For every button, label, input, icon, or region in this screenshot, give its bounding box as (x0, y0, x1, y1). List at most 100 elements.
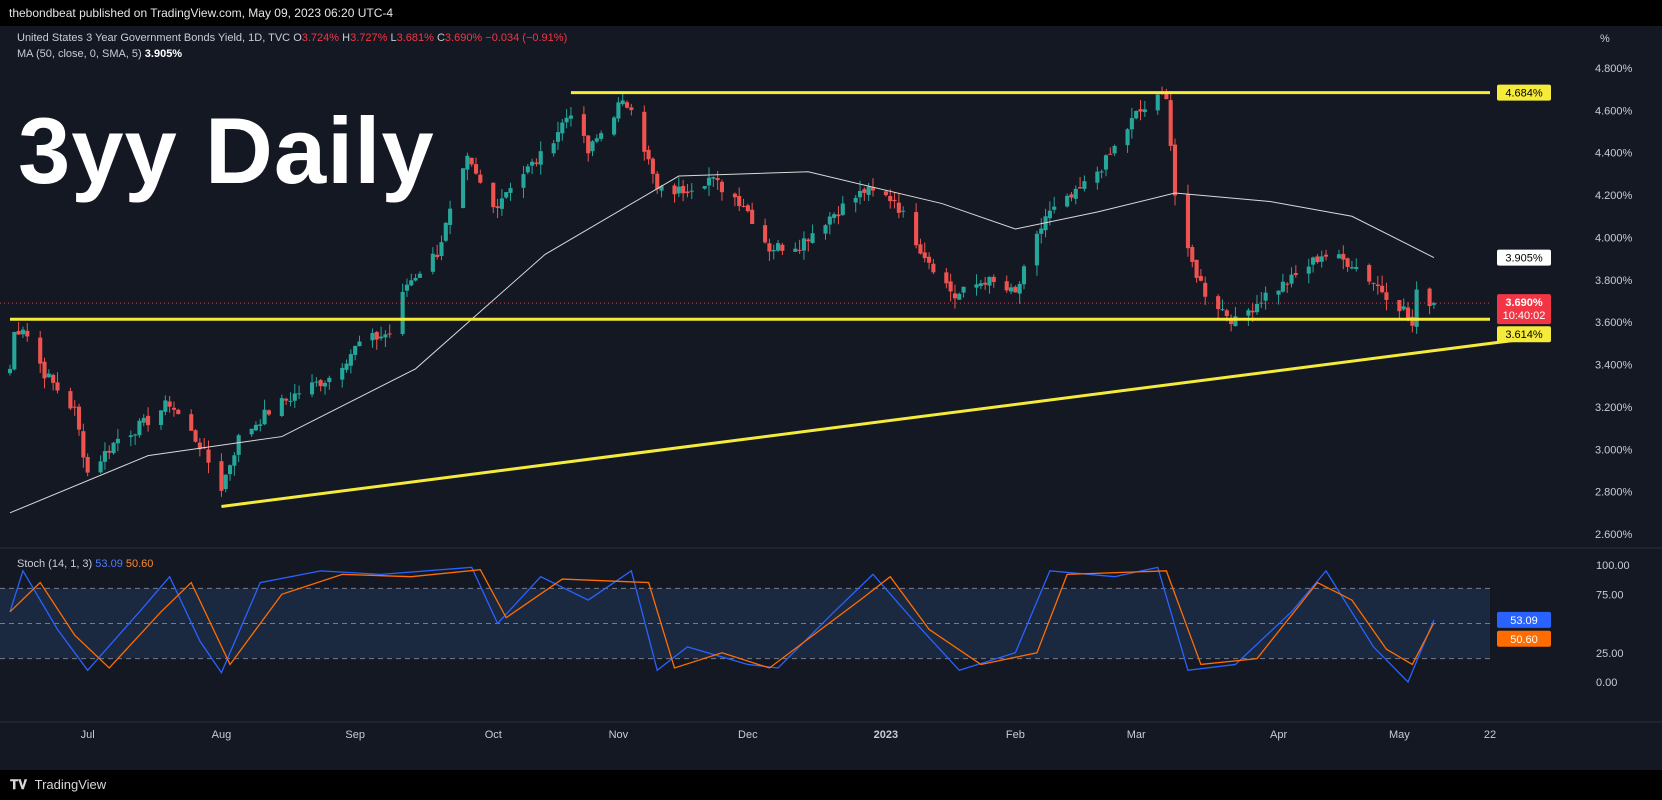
candle-body (219, 461, 224, 491)
price-chart-svg[interactable]: % 4.800% 4.600% 4.400% 4.200% 4.000% 3.800% 3.6… (0, 26, 1662, 770)
candle-body (374, 331, 379, 340)
candle-body (491, 182, 496, 208)
candle-body (534, 162, 539, 164)
candle-body (163, 400, 168, 412)
candle-body (892, 199, 897, 202)
ma-badge: 3.905% (1505, 253, 1543, 265)
price-axis-tick: 2.800% (1595, 487, 1633, 499)
candle-body (348, 354, 353, 366)
candle-body (857, 190, 863, 198)
candle-body (387, 333, 392, 335)
candle-body (642, 111, 647, 152)
ma-legend-value: 3.905% (144, 48, 183, 60)
candle-body (404, 284, 410, 291)
candle-body (1138, 109, 1143, 112)
price-axis-tick: 3.600% (1595, 317, 1633, 329)
stoch-d-badge-bg (1497, 630, 1551, 647)
candle-body (266, 410, 271, 415)
candle-body (232, 455, 237, 466)
stoch-k-badge: 53.09 (1510, 615, 1538, 627)
candle-body (206, 449, 211, 463)
candle-body (1099, 171, 1104, 173)
symbol-title: United States 3 Year Government Bonds Yi… (17, 32, 291, 44)
price-axis-tick: 4.400% (1595, 148, 1633, 160)
ma-label: MA (50, close, 0, SMA, 5) (17, 48, 142, 60)
time-axis-label: Sep (345, 729, 365, 741)
price-axis-tick: 2.600% (1595, 529, 1633, 541)
candle-body (288, 400, 293, 402)
stoch-k-legend: 53.09 (95, 558, 123, 570)
publisher-text: thebondbeat published on TradingView.com… (9, 6, 394, 20)
candle-body (685, 191, 690, 194)
candle-body (430, 253, 435, 272)
candle-body (1108, 153, 1113, 155)
stoch-axis-tick: 0.00 (1596, 677, 1617, 689)
support-badge-bg (1497, 326, 1551, 343)
candle-body (991, 276, 996, 282)
candle-body (1224, 310, 1229, 317)
candle-body (461, 168, 466, 209)
time-axis-label: Aug (212, 729, 232, 741)
stoch-axis-tick: 100.00 (1596, 560, 1630, 572)
candle-body (883, 191, 888, 196)
candle-body (262, 409, 267, 425)
candle-body (236, 435, 241, 455)
candle-body (1414, 289, 1419, 327)
candle-body (1052, 206, 1057, 210)
candle-body (1233, 316, 1238, 327)
candle-body (612, 117, 617, 135)
time-axis-label: Jul (81, 729, 95, 741)
candle-body (1013, 286, 1018, 293)
candle-body (309, 382, 315, 395)
open-value: 3.724% (301, 32, 340, 44)
candle-body (1431, 303, 1436, 305)
candle-body (1380, 285, 1385, 293)
candle-body (469, 157, 474, 165)
candle-body (581, 114, 586, 136)
candle-body (1315, 256, 1320, 263)
time-axis-label: May (1389, 729, 1410, 741)
candle-body (1034, 233, 1039, 266)
stoch-band-fill (0, 588, 1490, 659)
candle-body (810, 233, 815, 243)
candle-body (862, 189, 867, 193)
candle-body (771, 250, 776, 252)
stoch-d-line (9, 568, 1435, 669)
candle-body (1405, 307, 1411, 319)
candle-body (400, 291, 405, 335)
candle-body (1293, 273, 1298, 275)
candle-body (948, 281, 953, 292)
candle-body (1021, 266, 1027, 285)
candle-body (780, 244, 785, 251)
stoch-k-line (9, 566, 1435, 684)
candle-body (1203, 282, 1208, 297)
candle-body (1427, 288, 1432, 307)
candle-body (228, 465, 233, 475)
candle-body (1250, 310, 1255, 313)
candle-body (793, 248, 798, 252)
candle-body (1164, 92, 1169, 100)
candle-body (1190, 247, 1195, 262)
chart-area[interactable]: % 4.800% 4.600% 4.400% 4.200% 4.000% 3.800% 3.6… (0, 26, 1662, 770)
candle-body (322, 382, 328, 387)
candle-body (1246, 310, 1251, 316)
candle-body (931, 263, 936, 273)
candle-body (1009, 287, 1014, 292)
candle-body (478, 174, 483, 183)
candle-body (51, 374, 56, 383)
candle-body (176, 409, 181, 415)
candle-body (98, 461, 103, 473)
candle-body (599, 133, 604, 139)
candle-body (193, 430, 198, 442)
candle-body (284, 398, 289, 401)
price-axis-tick: 4.800% (1595, 63, 1633, 75)
close-value: 3.690% (444, 32, 483, 44)
candle-body (568, 115, 573, 119)
candle-body (616, 102, 621, 119)
stoch-d-badge: 50.60 (1510, 634, 1538, 646)
price-axis-unit: % (1600, 33, 1610, 45)
candle-body (1220, 309, 1225, 311)
candle-body (1259, 302, 1264, 304)
candle-body (1345, 258, 1350, 267)
candle-body (409, 280, 414, 286)
